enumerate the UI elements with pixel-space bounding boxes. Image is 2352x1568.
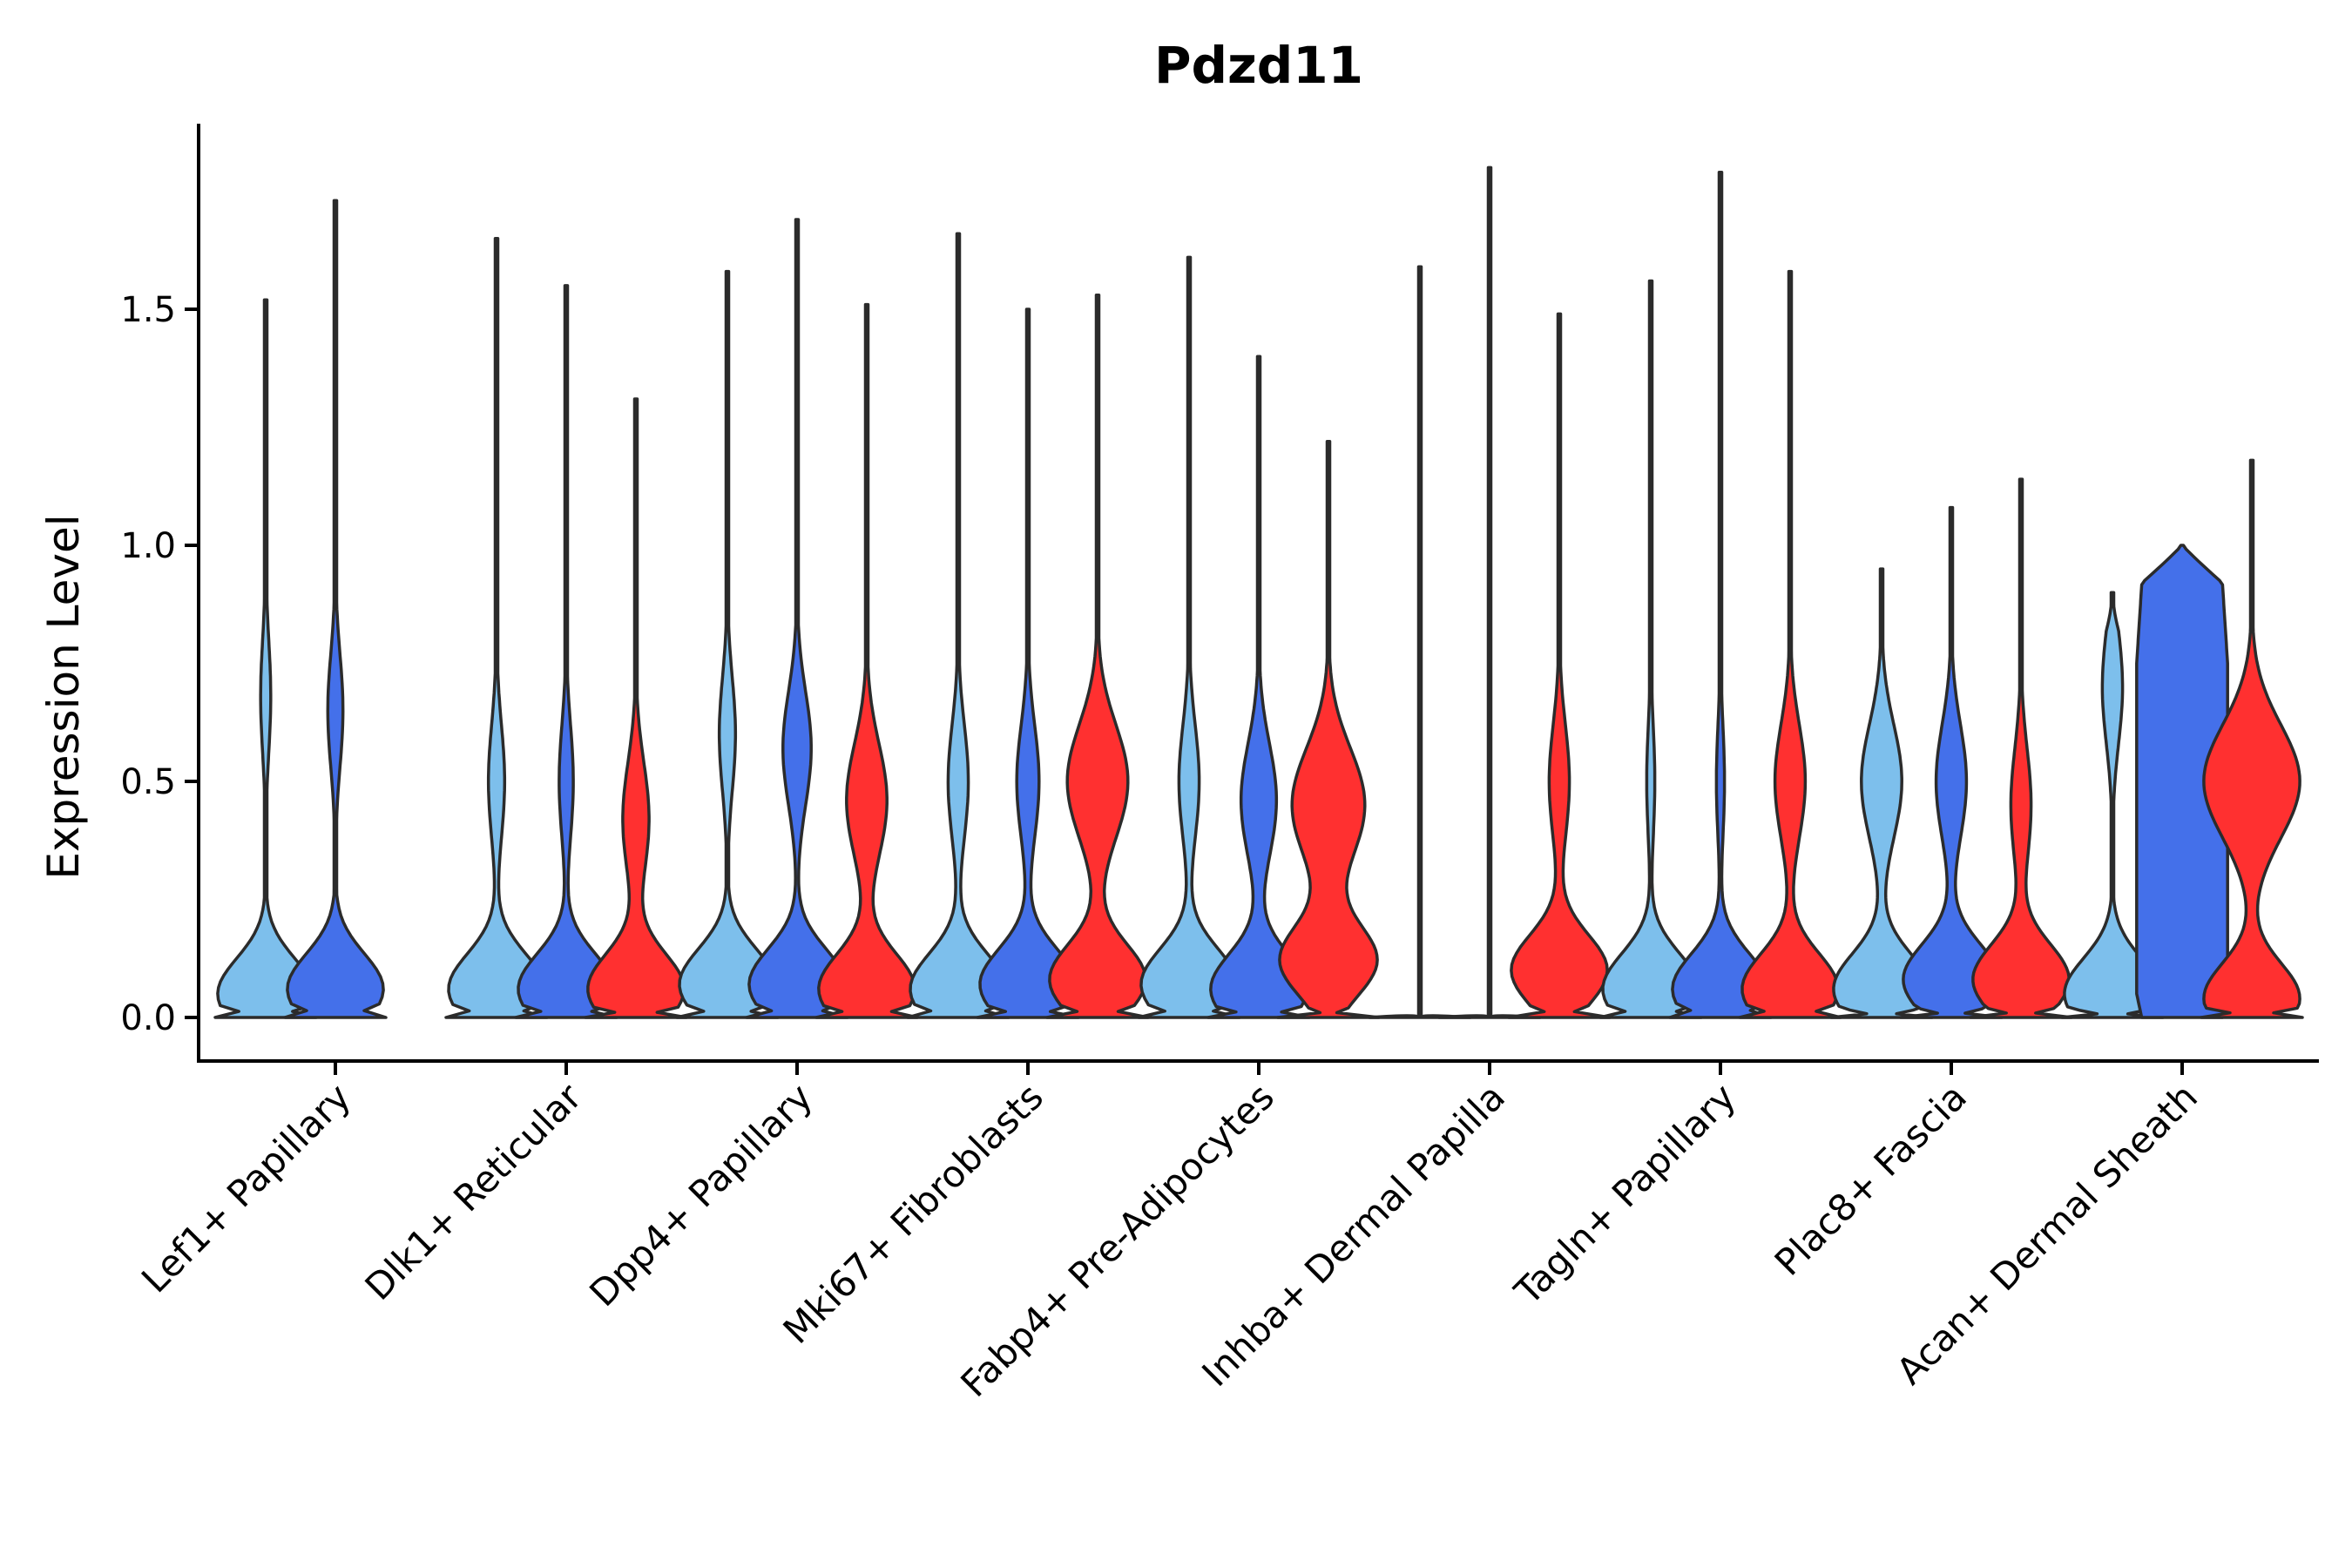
violin-group-2 — [2135, 544, 2229, 1019]
violin-group-3 — [584, 397, 688, 1019]
violin-group-3 — [1276, 440, 1381, 1019]
violin-group-1 — [1829, 567, 1934, 1019]
violin-group-3 — [1507, 312, 1612, 1019]
violin-group-1 — [906, 232, 1010, 1019]
category-label: Tagln+ Papillary — [1506, 1075, 1744, 1313]
y-tick-label: 1.5 — [120, 290, 176, 330]
violin-group-1 — [444, 236, 549, 1019]
y-tick-label: 0.0 — [120, 998, 176, 1038]
violin-group-1 — [1137, 255, 1241, 1019]
y-tick-label: 1.0 — [120, 526, 176, 566]
y-tick-label: 0.5 — [120, 762, 176, 802]
violin-group-1 — [1368, 265, 1472, 1019]
violin-group-1 — [1598, 279, 1703, 1019]
violin-group-3 — [814, 302, 919, 1019]
violin-group-2 — [1899, 505, 2004, 1019]
violin-group — [213, 166, 2304, 1019]
violin-group-1 — [675, 269, 780, 1019]
category-label: Dpp4+ Papillary — [581, 1075, 821, 1315]
violin-group-3 — [1045, 293, 1150, 1019]
category-label: Dlk1+ Reticular — [357, 1075, 591, 1308]
violin-group-2 — [1437, 166, 1542, 1019]
violin-group-2 — [283, 199, 388, 1019]
violin-group-2 — [1668, 171, 1773, 1019]
violin-group-2 — [976, 308, 1080, 1019]
y-axis-label: Expression Level — [38, 514, 89, 879]
category-label: Mki67+ Fibroblasts — [775, 1075, 1051, 1351]
violin-group-3 — [1738, 269, 1842, 1019]
violin-group-1 — [213, 298, 318, 1019]
chart-title: Pdzd11 — [1154, 36, 1363, 95]
violin-group-2 — [1206, 355, 1311, 1019]
violin-group-1 — [2060, 591, 2165, 1019]
violin-group-3 — [2200, 458, 2304, 1019]
violin-group-2 — [745, 218, 849, 1019]
violin-group-2 — [514, 284, 618, 1019]
category-label: Plac8+ Fascia — [1767, 1075, 1975, 1283]
y-ticks: 0.0 0.5 1.0 1.5 — [120, 290, 199, 1038]
violin-group-3 — [1969, 477, 2073, 1019]
category-label: Lef1+ Papillary — [133, 1075, 359, 1301]
